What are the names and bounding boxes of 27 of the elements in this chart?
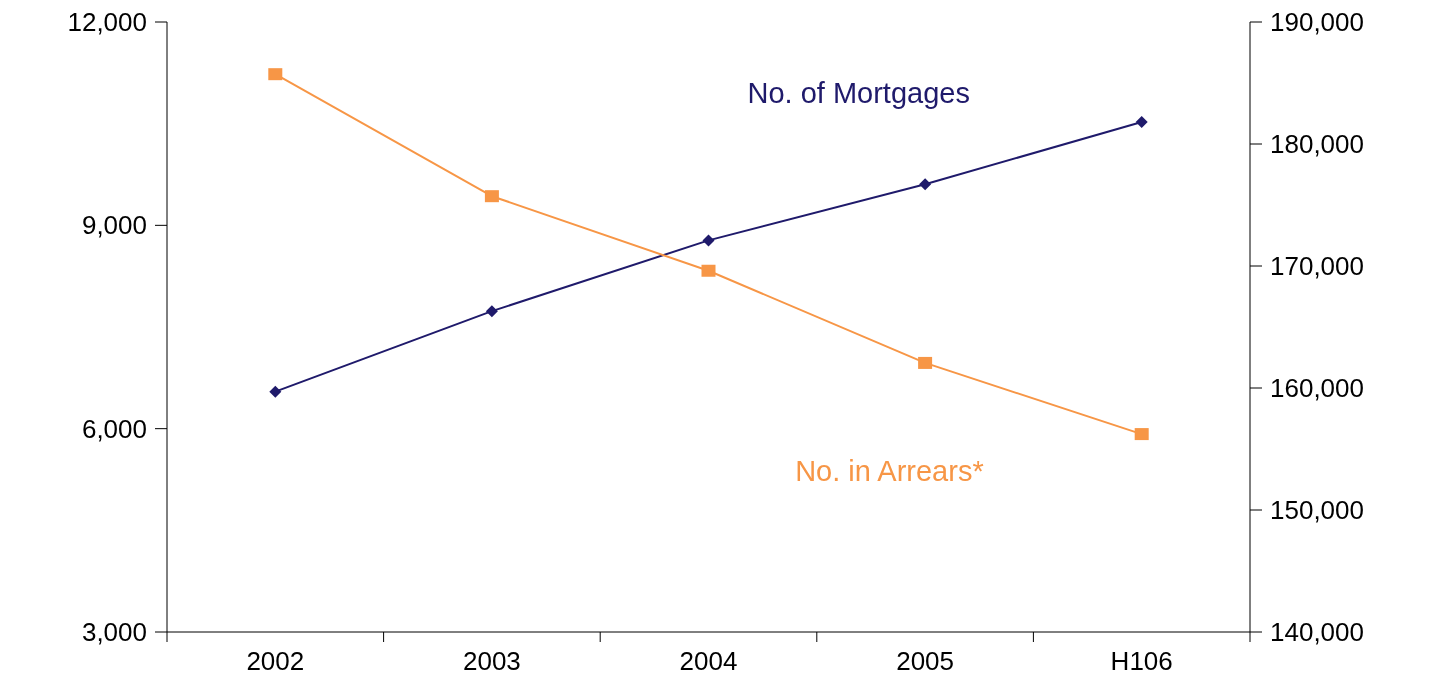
y2-tick-label: 140,000 (1270, 617, 1364, 648)
x-tick-label: 2005 (896, 646, 955, 676)
point (1135, 116, 1148, 129)
text: No. of Mortgages (747, 77, 970, 110)
y2-tick-label: 180,000 (1270, 129, 1364, 160)
y2-tick-label: 190,000 (1270, 7, 1364, 38)
y-tick-label: 12,000 (67, 7, 147, 38)
text: No. in Arrears* (795, 454, 984, 487)
y-tick-label: 6,000 (81, 413, 147, 444)
y2-tick-label: 150,000 (1270, 495, 1364, 526)
x-tick-label: 2002 (246, 646, 305, 676)
y-tick-label: 3,000 (81, 617, 147, 648)
x-tick-label: 2004 (679, 646, 738, 676)
y-tick-label: 9,000 (81, 210, 147, 241)
point (918, 356, 933, 369)
point (701, 264, 716, 277)
y2-tick-label: 160,000 (1270, 373, 1364, 404)
x-tick-label: H106 (1110, 646, 1173, 676)
point (1134, 428, 1149, 441)
point (269, 385, 282, 398)
x-tick-label: 2003 (462, 646, 521, 676)
point (919, 178, 932, 191)
point (484, 190, 499, 203)
point (485, 305, 498, 318)
y2-tick-label: 170,000 (1270, 251, 1364, 282)
point (702, 234, 715, 247)
point (268, 68, 283, 81)
